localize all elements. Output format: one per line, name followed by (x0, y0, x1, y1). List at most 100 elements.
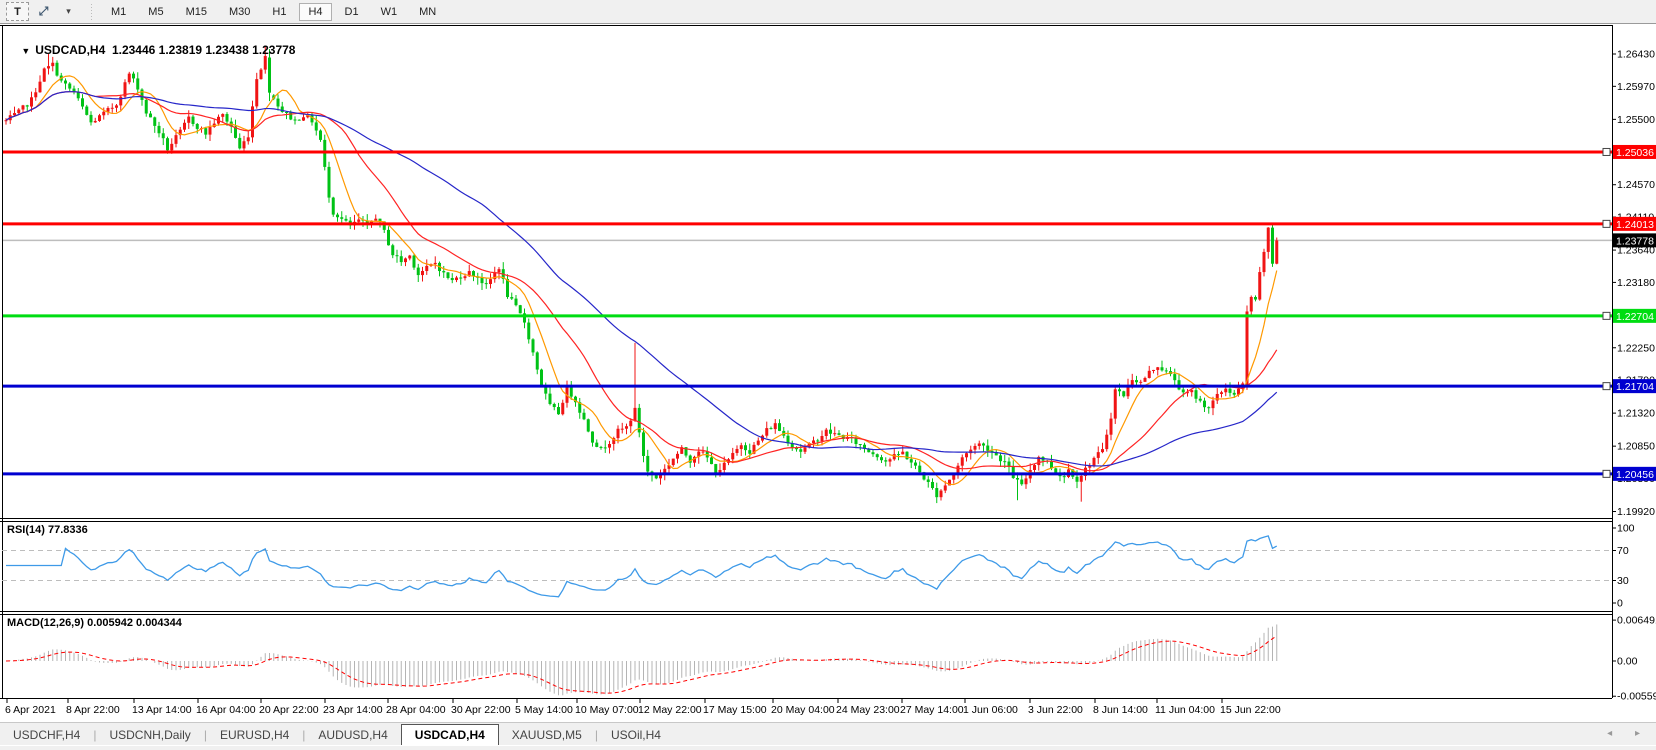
cursor-tool-dropdown[interactable]: ▾ (66, 6, 71, 16)
chart-title: ▼ USDCAD,H4 1.23446 1.23819 1.23438 1.237… (8, 29, 295, 71)
timeframe-button-h1[interactable]: H1 (272, 5, 287, 18)
line-handle[interactable] (1602, 311, 1611, 320)
candle-body (506, 278, 509, 298)
line-handle[interactable] (1602, 469, 1611, 478)
tab-audusd-h4[interactable]: AUDUSD,H4 (318, 728, 388, 742)
candle-body (931, 481, 934, 489)
axis-badge-level[interactable] (1613, 216, 1656, 231)
date-label: 8 Apr 22:00 (66, 704, 120, 716)
line-handle[interactable] (1602, 219, 1611, 228)
timeframe-button-mn[interactable]: MN (419, 5, 437, 18)
candle-body (98, 115, 101, 121)
axis-badge-level[interactable] (1613, 379, 1656, 394)
candle-body (191, 116, 195, 124)
candle-body (38, 81, 42, 93)
timeframe-button-h4[interactable]: H4 (299, 2, 332, 21)
timeframe-button-m1[interactable]: M1 (111, 5, 127, 18)
date-label: 12 May 22:00 (638, 704, 702, 716)
candle-body (688, 455, 692, 463)
date-label: 6 Apr 2021 (5, 704, 56, 716)
candle-body (1101, 449, 1104, 453)
candle-body (1152, 369, 1155, 371)
rsi-tick-label: 30 (1617, 575, 1629, 587)
candle-body (527, 322, 531, 340)
axis-badge-current-price[interactable] (1613, 233, 1656, 248)
timeframe-button-m30[interactable]: M30 (228, 5, 251, 18)
candle-body (110, 107, 114, 109)
candle-body (646, 455, 650, 472)
candle-body (671, 458, 675, 466)
candle-body (540, 369, 543, 387)
candle-body (1164, 370, 1168, 372)
timeframe-button-m15[interactable]: M15 (185, 5, 207, 18)
candle-body (25, 105, 29, 107)
moving-average-22 (5, 91, 1278, 472)
candle-body (1190, 390, 1194, 393)
candle-body (676, 453, 679, 459)
candle-body (518, 305, 522, 314)
timeframe-button-d1[interactable]: D1 (344, 5, 359, 18)
candle-body (221, 114, 225, 117)
axis-badge-level[interactable] (1613, 144, 1656, 159)
candle-body (72, 88, 76, 93)
date-label: 20 May 04:00 (771, 704, 835, 716)
macd-signal-line (5, 635, 1278, 694)
candle-body (799, 449, 803, 452)
candle-body (948, 479, 951, 486)
candle-body (1126, 385, 1130, 397)
timeframe-button-w1[interactable]: W1 (380, 5, 398, 18)
candle-body (880, 457, 883, 461)
timeframe-button-m5[interactable]: M5 (148, 5, 164, 18)
candle-body (1130, 380, 1134, 386)
tab-usdcad-h4[interactable]: USDCAD,H4 (400, 724, 499, 746)
candle-body (493, 272, 497, 280)
candle-body (404, 258, 407, 263)
tab-usdchf-h4[interactable]: USDCHF,H4 (13, 728, 81, 742)
candle-body (633, 407, 637, 421)
candle-body (302, 117, 305, 121)
candle-body (1266, 227, 1270, 252)
candle-body (680, 447, 684, 454)
candle-body (642, 432, 645, 456)
tab-scroll-arrows[interactable]: ◂ ▸ (1607, 728, 1650, 739)
candle-body (824, 429, 828, 436)
tab-usdcnh-daily[interactable]: USDCNH,Daily (109, 728, 191, 742)
candle-body (51, 62, 55, 67)
candle-body (654, 475, 658, 479)
candle-body (569, 385, 573, 397)
candle-body (187, 116, 191, 123)
candle-body (909, 459, 913, 463)
candle-body (1181, 389, 1185, 393)
candle-body (973, 445, 977, 450)
candle-body (89, 114, 93, 123)
toolbar-grip[interactable] (91, 3, 92, 20)
tab-xauusd-m5[interactable]: XAUUSD,M5 (511, 728, 582, 742)
cursor-tool-button[interactable]: ⤢ (33, 3, 54, 20)
candle-body (1245, 311, 1249, 386)
axis-badge-level[interactable] (1613, 466, 1656, 481)
candle-body (803, 447, 807, 452)
tab-usoil-h4[interactable]: USOil,H4 (610, 728, 661, 742)
candle-body (17, 109, 21, 114)
text-tool-button[interactable]: T (6, 2, 29, 21)
candle-body (1109, 418, 1113, 435)
candle-body (748, 450, 752, 454)
candle-body (884, 460, 888, 462)
tab-eurusd-h4[interactable]: EURUSD,H4 (219, 728, 290, 742)
collapse-chart-icon[interactable]: ▼ (21, 46, 31, 56)
candle-body (552, 403, 556, 408)
candle-body (55, 62, 59, 76)
candle-body (102, 111, 106, 116)
candle-body (378, 218, 382, 222)
candle-body (1186, 392, 1189, 394)
date-label: 1 Jun 06:00 (963, 704, 1018, 716)
top-toolbar: T ⤢ ▾ M1 M5 M15 M30 H1 H4 D1 W1 MN (0, 0, 1656, 24)
axis-badge-level[interactable] (1613, 308, 1656, 323)
line-handle[interactable] (1602, 147, 1611, 156)
candle-body (901, 451, 905, 455)
candle-body (608, 443, 611, 448)
line-handle[interactable] (1602, 382, 1611, 391)
macd-tick-label: -0.005593 (1617, 691, 1656, 703)
candle-body (1096, 452, 1100, 458)
